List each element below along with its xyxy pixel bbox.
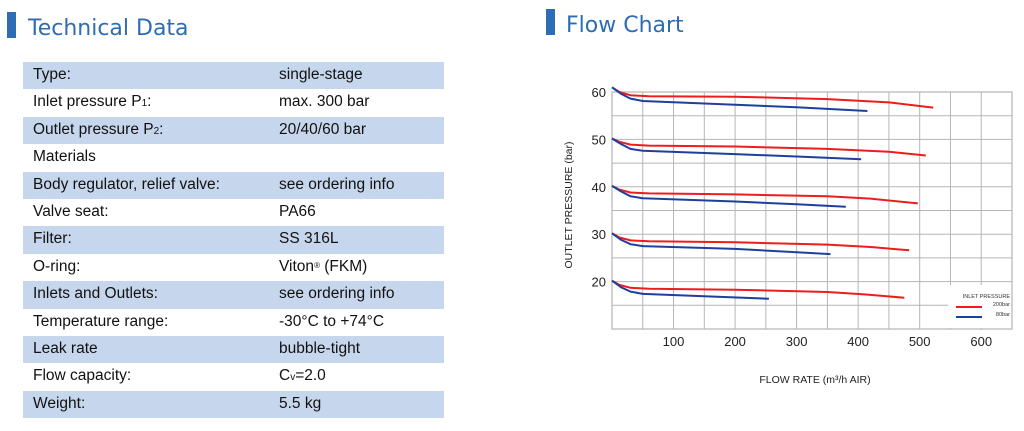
y-tick-label: 50 bbox=[592, 132, 606, 147]
table-row: Flow capacity: Cv=2.0 bbox=[23, 363, 444, 390]
series-line-200bar-20 bbox=[611, 279, 905, 299]
table-row: Inlet pressure P1: max. 300 bar bbox=[23, 89, 444, 116]
row-label: Type: bbox=[33, 66, 71, 83]
y-tick-label: 20 bbox=[592, 275, 606, 290]
table-row: Temperature range: -30°C to +74°C bbox=[23, 309, 444, 336]
row-value: -30°C to +74°C bbox=[279, 312, 385, 330]
row-label: Outlet pressure P2: bbox=[33, 120, 164, 138]
table-row: Type: single-stage bbox=[23, 62, 444, 90]
x-tick-label: 600 bbox=[970, 334, 992, 349]
table-row: Leak rate bubble-tight bbox=[23, 335, 444, 364]
table-row: Materials bbox=[23, 144, 444, 171]
row-value: 20/40/60 bar bbox=[279, 120, 367, 138]
section-marker bbox=[7, 12, 16, 38]
flow-chart: 100 200 300 400 500 600 20 30 40 50 60 FLOW RATE (m… bbox=[563, 85, 1013, 386]
row-value: PA66 bbox=[279, 202, 316, 220]
series-line-80bar-50 bbox=[611, 137, 862, 161]
x-tick-label: 200 bbox=[724, 334, 746, 349]
section-marker bbox=[546, 9, 555, 35]
row-label: Filter: bbox=[33, 230, 72, 248]
table-row: Outlet pressure P2: 20/40/60 bar bbox=[23, 116, 444, 145]
y-tick-label: 30 bbox=[592, 227, 606, 242]
plot-frame bbox=[611, 91, 1013, 330]
x-axis-label: FLOW RATE (m³/h AIR) bbox=[759, 374, 870, 386]
y-tick-label: 60 bbox=[592, 85, 606, 100]
series-line-80bar-30 bbox=[611, 232, 831, 256]
row-label: Inlet pressure P1: bbox=[33, 93, 152, 111]
row-label: Weight: bbox=[33, 394, 86, 412]
series-line-200bar-30 bbox=[611, 232, 910, 252]
row-value: Cv=2.0 bbox=[279, 367, 326, 385]
y-tick-label: 40 bbox=[592, 180, 606, 195]
table-row: Body regulator, relief valve: see orderin… bbox=[23, 171, 444, 199]
row-label: Temperature range: bbox=[33, 312, 169, 330]
table-row: Valve seat: PA66 bbox=[23, 199, 444, 226]
table-row: Weight: 5.5 kg bbox=[23, 390, 444, 419]
row-value: 5.5 kg bbox=[279, 394, 322, 412]
row-label: O-ring: bbox=[33, 257, 81, 275]
x-tick-label: 500 bbox=[909, 334, 931, 349]
table-row: Inlets and Outlets: see ordering info bbox=[23, 281, 444, 309]
row-value: Viton® (FKM) bbox=[279, 257, 368, 275]
x-tick-label: 400 bbox=[847, 334, 869, 349]
row-value: see ordering info bbox=[279, 175, 395, 193]
legend-label: 200bar bbox=[993, 302, 1010, 308]
technical-data-title: Technical Data bbox=[28, 16, 189, 41]
x-tick-label: 100 bbox=[663, 334, 685, 349]
series-line-80bar-20 bbox=[611, 279, 769, 300]
row-label: Body regulator, relief valve: bbox=[33, 175, 220, 193]
row-value: see ordering info bbox=[279, 285, 395, 303]
legend-label: 80bar bbox=[996, 312, 1010, 318]
series-line-200bar-40 bbox=[611, 185, 918, 205]
y-axis-label: OUTLET PRESSURE (bar) bbox=[563, 142, 575, 269]
row-label: Inlets and Outlets: bbox=[33, 285, 158, 303]
row-value: SS 316L bbox=[279, 230, 339, 248]
legend-title: INLET PRESSURE bbox=[963, 294, 1011, 300]
x-tick-label: 300 bbox=[786, 334, 808, 349]
series-line-200bar-50 bbox=[611, 137, 926, 157]
row-value: bubble-tight bbox=[279, 339, 361, 357]
series-line-80bar-40 bbox=[611, 185, 846, 208]
flow-chart-title: Flow Chart bbox=[566, 13, 684, 38]
row-label: Valve seat: bbox=[33, 202, 109, 220]
row-value: single-stage bbox=[279, 66, 363, 83]
table-row: O-ring: Viton® (FKM) bbox=[23, 254, 444, 281]
series-line-200bar-60 bbox=[611, 86, 934, 109]
series-line-80bar-60 bbox=[611, 86, 868, 112]
row-label: Leak rate bbox=[33, 339, 98, 357]
technical-data-table: Type: single-stage Inlet pressure P1: max. … bbox=[23, 62, 444, 419]
row-label: Flow capacity: bbox=[33, 367, 132, 385]
row-value: max. 300 bar bbox=[279, 93, 370, 111]
table-row: Filter: SS 316L bbox=[23, 226, 444, 254]
row-label: Materials bbox=[33, 148, 96, 166]
